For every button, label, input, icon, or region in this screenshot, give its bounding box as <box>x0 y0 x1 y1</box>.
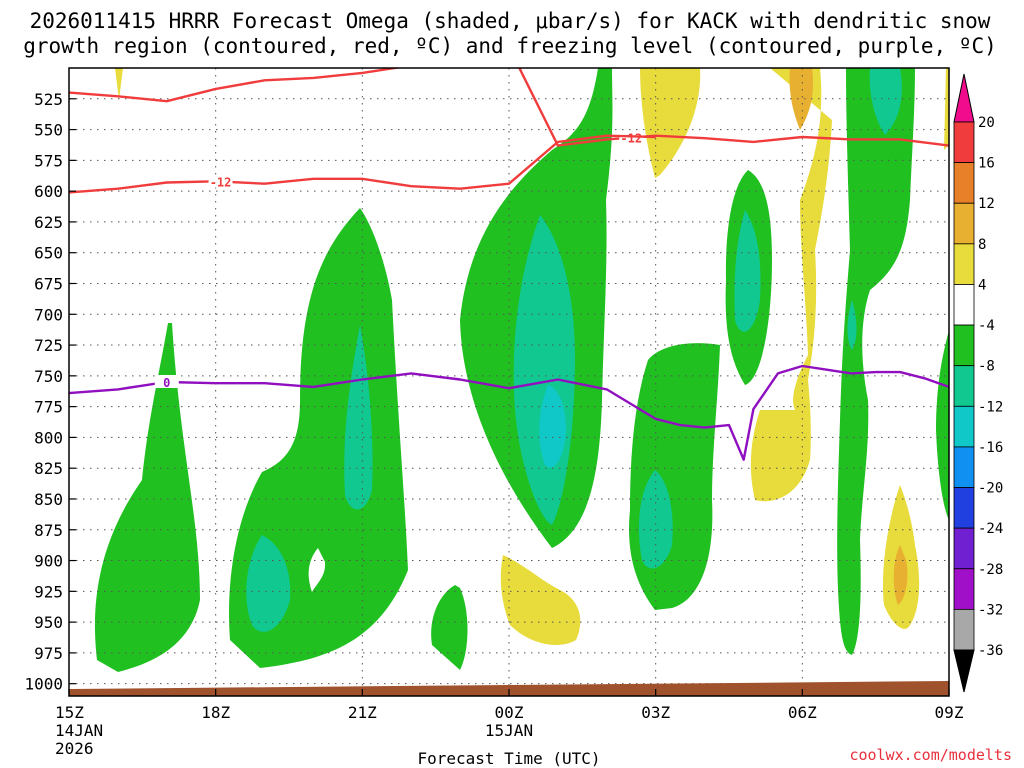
contour-line-1 <box>69 134 656 194</box>
chart-title-line2: growth region (contoured, red, ºC) and f… <box>23 34 997 58</box>
y-tick-label: 725 <box>34 336 63 355</box>
x-tick-label: 06Z <box>788 703 817 722</box>
x-tick-label: 21Z <box>348 703 377 722</box>
omega-region-yellow <box>750 68 832 502</box>
omega-region-teal <box>246 535 291 632</box>
y-tick-label: 675 <box>34 274 63 293</box>
colorbar-swatch <box>953 243 975 285</box>
contour-lines: -12 -12 0 <box>69 68 949 461</box>
x-tick-date: 14JAN <box>55 721 103 740</box>
omega-region-teal <box>869 68 902 135</box>
omega-region-teal <box>344 325 373 510</box>
omega-region-teal <box>734 210 761 332</box>
contour-line-2 <box>69 364 949 461</box>
y-tick-label: 750 <box>34 367 63 386</box>
y-tick-label: 800 <box>34 428 63 447</box>
omega-shading <box>94 68 949 672</box>
contour-label: -12 <box>620 132 642 146</box>
colorbar-swatch <box>953 487 975 529</box>
colorbar-swatch <box>953 162 975 204</box>
omega-region-yellow <box>640 68 701 178</box>
omega-region-green <box>629 343 720 610</box>
colorbar-swatch <box>953 608 975 651</box>
omega-region-teal <box>847 300 857 350</box>
contour-label-bg <box>154 375 179 388</box>
omega-region-white-hole <box>308 548 326 592</box>
contour-label-bg <box>208 174 233 188</box>
colorbar-label: -32 <box>978 602 1003 618</box>
colorbar-label: -8 <box>978 359 995 375</box>
colorbar-label: -16 <box>978 440 1003 456</box>
x-tick-year: 2026 <box>55 739 94 758</box>
omega-region-yellow <box>115 68 123 100</box>
y-tick-label: 650 <box>34 244 63 263</box>
x-tick-label: 03Z <box>641 703 670 722</box>
y-tick-label: 850 <box>34 490 63 509</box>
colorbar-swatch <box>953 284 975 326</box>
ground-strip <box>69 681 949 696</box>
colorbar-over-arrow <box>953 73 975 123</box>
y-tick-label: 550 <box>34 121 63 140</box>
omega-region-yellow <box>500 555 581 645</box>
y-tick-label: 625 <box>34 213 63 232</box>
colorbar-under-arrow <box>953 649 975 693</box>
colorbar-swatch <box>953 324 975 367</box>
colorbar-swatch <box>953 446 975 488</box>
colorbar-swatch <box>953 405 975 448</box>
y-axis: 525 550 575 600 625 650 675 700 725 750 775 800 825 8… <box>24 90 76 694</box>
x-axis-label: Forecast Time (UTC) <box>417 749 600 768</box>
colorbar-label: -36 <box>978 643 1003 659</box>
y-tick-label: 975 <box>34 644 63 663</box>
colorbar-swatch <box>953 202 975 245</box>
colorbar-label: 4 <box>978 277 986 293</box>
colorbar-label: 20 <box>978 115 995 131</box>
y-tick-label: 1000 <box>24 675 63 694</box>
colorbar-label: -24 <box>978 521 1003 537</box>
colorbar-label: -28 <box>978 562 1003 578</box>
omega-region-green <box>94 323 200 672</box>
contour-label: 0 <box>163 376 170 390</box>
source-credit: coolwx.com/modelts <box>849 746 1012 764</box>
x-tick-label: 09Z <box>935 703 964 722</box>
colorbar-label: -20 <box>978 481 1003 497</box>
y-tick-label: 575 <box>34 151 63 170</box>
x-tick-label: 18Z <box>201 703 230 722</box>
y-tick-label: 900 <box>34 552 63 571</box>
y-tick-label: 525 <box>34 90 63 109</box>
colorbar: 20 16 12 8 4 -4 -8 -12 -16 -20 -24 -28 -32 -36 <box>953 73 1003 693</box>
omega-region-orange <box>789 68 814 130</box>
omega-region-green <box>837 68 915 655</box>
colorbar-swatch <box>953 568 975 610</box>
x-tick-date: 15JAN <box>485 721 533 740</box>
contour-label: -12 <box>210 176 232 190</box>
y-tick-label: 600 <box>34 182 63 201</box>
colorbar-label: 16 <box>978 156 995 172</box>
chart-title-line1: 2026011415 HRRR Forecast Omega (shaded, … <box>30 9 991 33</box>
y-tick-label: 775 <box>34 398 63 417</box>
y-tick-label: 950 <box>34 613 63 632</box>
omega-region-green <box>431 585 468 670</box>
omega-region-cyan <box>539 385 566 468</box>
colorbar-swatch <box>953 527 975 570</box>
x-tick-label: 00Z <box>495 703 524 722</box>
colorbar-label: -4 <box>978 318 995 334</box>
omega-region-orange <box>893 545 908 605</box>
colorbar-swatch <box>953 365 975 407</box>
colorbar-swatch <box>953 121 975 164</box>
y-tick-label: 925 <box>34 582 63 601</box>
colorbar-label: 12 <box>978 196 995 212</box>
omega-region-teal <box>638 470 673 569</box>
y-tick-label: 700 <box>34 305 63 324</box>
colorbar-label: 8 <box>978 237 986 253</box>
omega-region-green <box>936 330 949 520</box>
colorbar-label: -12 <box>978 399 1003 415</box>
x-tick-label: 15Z <box>55 703 84 722</box>
y-tick-label: 825 <box>34 459 63 478</box>
contour-line-0 <box>69 68 949 147</box>
y-tick-label: 875 <box>34 521 63 540</box>
